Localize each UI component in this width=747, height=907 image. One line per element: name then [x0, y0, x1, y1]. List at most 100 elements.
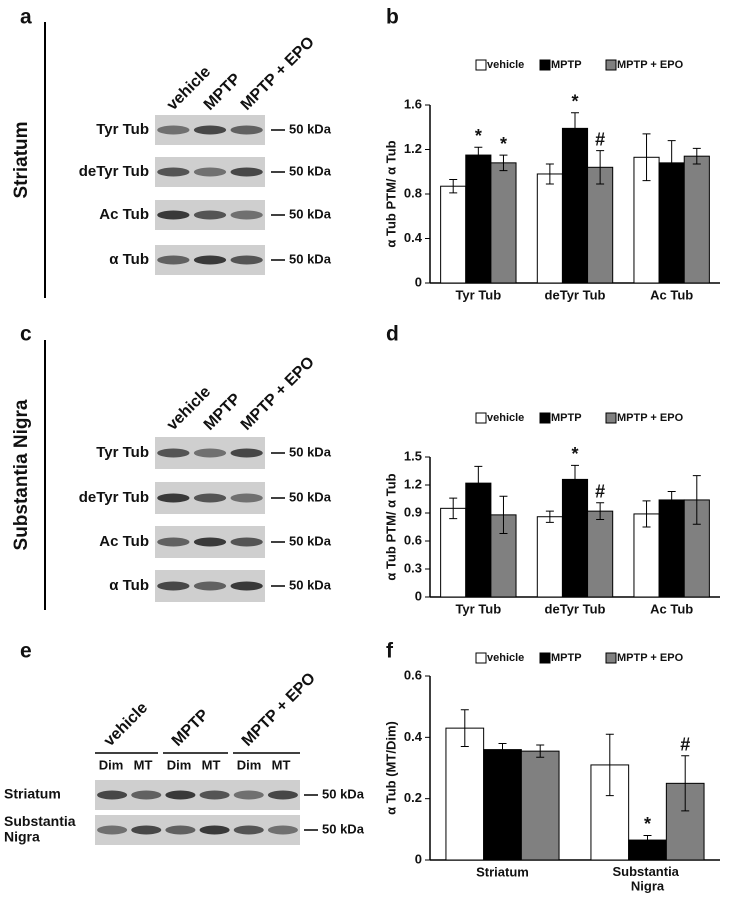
- marker-label: 50 kDa: [289, 251, 332, 266]
- bar: [590, 764, 630, 861]
- blot-band: [230, 125, 263, 135]
- error-bar: [460, 709, 469, 748]
- y-axis-label: α Tub PTM/ α Tub: [383, 473, 398, 580]
- error-bar: [474, 465, 483, 501]
- legend-label: vehicle: [487, 652, 524, 664]
- blot-band: [233, 790, 264, 800]
- legend-swatch: [539, 652, 551, 664]
- legend-swatch: [475, 652, 487, 664]
- sublane-label: MT: [272, 757, 291, 772]
- legend-swatch: [475, 59, 487, 71]
- error-bar: [596, 150, 605, 185]
- error-bar: [536, 744, 545, 758]
- marker-label: 50 kDa: [322, 786, 365, 801]
- blot-band: [230, 581, 263, 591]
- blot-band: [230, 537, 263, 547]
- blot-band: [193, 255, 227, 265]
- legend-label: vehicle: [487, 59, 524, 71]
- sublane-label: Dim: [237, 757, 262, 772]
- row-label: deTyr Tub: [79, 163, 149, 180]
- lane-label: vehicle: [101, 699, 151, 749]
- row-label: Ac Tub: [99, 206, 149, 223]
- marker-label: 50 kDa: [289, 489, 332, 504]
- legend-label: MPTP + EPO: [617, 412, 684, 424]
- sublane-label: MT: [134, 757, 153, 772]
- panel-label: b: [386, 6, 399, 29]
- blot-band: [233, 825, 264, 835]
- legend-label: vehicle: [487, 412, 524, 424]
- row-label: α Tub: [109, 577, 149, 594]
- panel-label: d: [386, 323, 399, 346]
- blot-band: [165, 790, 196, 800]
- y-tick-label: 1.6: [404, 96, 422, 111]
- y-tick-label: 0: [415, 274, 422, 289]
- y-tick-label: 0.6: [404, 532, 422, 547]
- marker-label: 50 kDa: [289, 533, 332, 548]
- blot-band: [230, 255, 263, 265]
- row-label: Substantia Nigra: [4, 813, 79, 844]
- y-tick-label: 1.5: [404, 448, 422, 463]
- blot-band: [193, 448, 227, 458]
- lane-label: MPTP: [169, 706, 213, 750]
- blot-band: [157, 493, 190, 503]
- bar: [561, 127, 589, 284]
- sublane-label: Dim: [99, 757, 124, 772]
- x-tick-label: Ac Tub: [650, 287, 693, 302]
- legend-swatch: [605, 59, 617, 71]
- y-tick-label: 0.4: [404, 729, 423, 744]
- y-tick-label: 1.2: [404, 141, 422, 156]
- sublane-label: MT: [202, 757, 221, 772]
- panel-label: a: [20, 6, 32, 29]
- blot-band: [193, 537, 227, 547]
- marker-label: 50 kDa: [289, 163, 332, 178]
- marker-label: 50 kDa: [289, 444, 332, 459]
- error-bar: [545, 163, 554, 185]
- legend-label: MPTP: [551, 652, 582, 664]
- significance-mark: *: [644, 814, 651, 834]
- error-bar: [692, 475, 701, 525]
- blot-band: [157, 210, 190, 220]
- blot-band: [230, 493, 263, 503]
- bar: [658, 499, 685, 598]
- bar: [520, 750, 560, 861]
- significance-mark: #: [680, 734, 690, 754]
- legend-swatch: [605, 652, 617, 664]
- error-bar: [545, 510, 554, 523]
- error-bar: [596, 502, 605, 521]
- bar: [587, 510, 614, 598]
- lane-label: MPTP + EPO: [238, 34, 318, 114]
- error-bar: [449, 179, 458, 194]
- y-tick-label: 0.8: [404, 185, 422, 200]
- legend-label: MPTP: [551, 412, 582, 424]
- bar: [536, 173, 563, 284]
- x-tick-label: deTyr Tub: [545, 601, 606, 616]
- error-bar: [681, 755, 690, 812]
- blot-band: [199, 790, 230, 800]
- y-axis-label: α Tub PTM/ α Tub: [383, 140, 398, 247]
- error-bar: [571, 464, 579, 494]
- bar: [440, 507, 467, 598]
- row-label: Striatum: [4, 786, 61, 802]
- y-tick-label: 0.6: [404, 667, 422, 682]
- marker-label: 50 kDa: [322, 821, 365, 836]
- legend-swatch: [539, 59, 551, 71]
- x-tick-label: Tyr Tub: [455, 601, 501, 616]
- y-axis-label: α Tub (MT/Dim): [383, 721, 398, 815]
- row-label: Tyr Tub: [96, 121, 149, 138]
- blot-band: [157, 167, 190, 177]
- row-label: deTyr Tub: [79, 489, 149, 506]
- panel-label: e: [20, 640, 32, 663]
- blot-strip: [95, 815, 300, 845]
- x-tick-label: Tyr Tub: [455, 287, 501, 302]
- error-bar: [449, 497, 458, 520]
- x-tick-label: deTyr Tub: [545, 287, 606, 302]
- error-bar: [498, 742, 507, 757]
- blot-band: [230, 210, 263, 220]
- bar: [587, 166, 614, 284]
- blot-band: [157, 448, 190, 458]
- significance-mark: #: [595, 481, 605, 501]
- y-tick-label: 0: [415, 851, 422, 866]
- row-label: Ac Tub: [99, 533, 149, 550]
- bar: [683, 155, 710, 284]
- bar: [483, 749, 522, 861]
